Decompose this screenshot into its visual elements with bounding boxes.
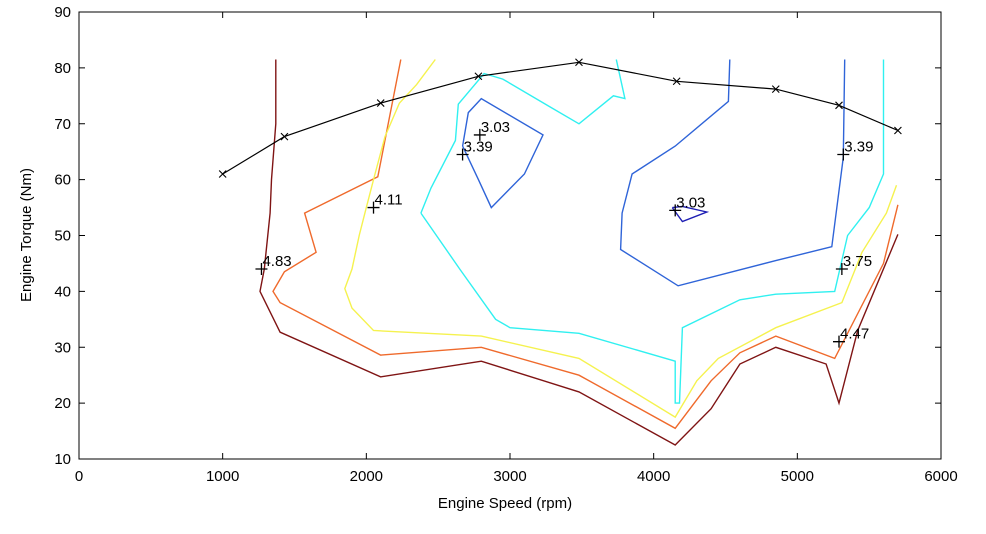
y-axis-label: Engine Torque (Nm) bbox=[18, 168, 35, 302]
x-tick-label-6: 6000 bbox=[924, 468, 957, 485]
max-torque-point-5 bbox=[672, 77, 681, 86]
contour-label-marker-1 bbox=[367, 201, 380, 214]
y-tick-label-7: 80 bbox=[54, 60, 71, 77]
contour-label-1: 4.11 bbox=[375, 192, 403, 209]
x-tick-label-5: 5000 bbox=[781, 468, 814, 485]
x-tick-label-1: 1000 bbox=[206, 468, 239, 485]
contour-label-marker-3 bbox=[473, 128, 486, 141]
max-torque-point-8 bbox=[894, 126, 902, 135]
y-tick-label-1: 20 bbox=[54, 395, 71, 412]
contour-label-marker-0 bbox=[255, 263, 268, 276]
max-torque-point-2 bbox=[376, 99, 385, 107]
contour-label-3: 3.03 bbox=[481, 119, 510, 136]
y-tick-label-2: 30 bbox=[54, 339, 71, 356]
max-torque-point-4 bbox=[575, 58, 583, 67]
contour-line-3-39-1 bbox=[461, 97, 544, 209]
plot-area bbox=[78, 11, 942, 460]
contour-layer bbox=[259, 59, 899, 446]
contour-label-marker-4 bbox=[669, 204, 682, 217]
contour-label-5: 3.39 bbox=[844, 138, 873, 155]
contour-line-3-75-0 bbox=[420, 59, 626, 214]
contour-label-7: 4.47 bbox=[840, 326, 869, 343]
max-torque-point-3 bbox=[474, 72, 483, 81]
contour-label-marker-2 bbox=[456, 148, 469, 161]
contour-label-6: 3.75 bbox=[843, 253, 872, 270]
x-axis-label: Engine Speed (rpm) bbox=[438, 495, 572, 512]
max-torque-point-1 bbox=[280, 132, 289, 141]
x-axis-ticks: 0 1000 2000 3000 4000 5000 6000 bbox=[75, 12, 958, 485]
y-axis-ticks: 10 20 30 40 50 60 70 80 90 bbox=[54, 4, 941, 468]
contour-line-4-11-0 bbox=[344, 59, 898, 419]
max-torque-point-7 bbox=[835, 101, 843, 110]
x-tick-label-2: 2000 bbox=[350, 468, 383, 485]
label-layer: 4.83 4.11 3.39 3.03 3.03 3.39 3.75 4.47 bbox=[255, 119, 874, 348]
contour-line-4-83-0 bbox=[259, 59, 899, 446]
y-tick-label-0: 10 bbox=[54, 451, 71, 468]
max-torque-point-0 bbox=[218, 170, 227, 178]
x-tick-label-4: 4000 bbox=[637, 468, 670, 485]
contour-line-3-03-0 bbox=[671, 205, 710, 223]
contour-label-marker-6 bbox=[835, 263, 848, 276]
y-tick-label-8: 90 bbox=[54, 4, 71, 21]
contour-label-0: 4.83 bbox=[262, 253, 291, 270]
x-tick-label-0: 0 bbox=[75, 468, 83, 485]
contour-label-4: 3.03 bbox=[676, 194, 705, 211]
contour-label-2: 3.39 bbox=[464, 138, 493, 155]
boundary-layer bbox=[218, 58, 902, 178]
contour-label-marker-5 bbox=[837, 148, 850, 161]
y-tick-label-5: 60 bbox=[54, 172, 71, 189]
y-tick-label-4: 50 bbox=[54, 228, 71, 245]
contour-line-4-47-0 bbox=[272, 59, 899, 430]
y-tick-label-3: 40 bbox=[54, 283, 71, 300]
contour-line-3-75-1 bbox=[420, 59, 885, 404]
contour-line-3-39-0 bbox=[619, 59, 846, 287]
x-tick-label-3: 3000 bbox=[493, 468, 526, 485]
y-tick-label-6: 70 bbox=[54, 116, 71, 133]
max-torque-point-6 bbox=[771, 85, 780, 93]
contour-label-marker-7 bbox=[832, 335, 845, 348]
